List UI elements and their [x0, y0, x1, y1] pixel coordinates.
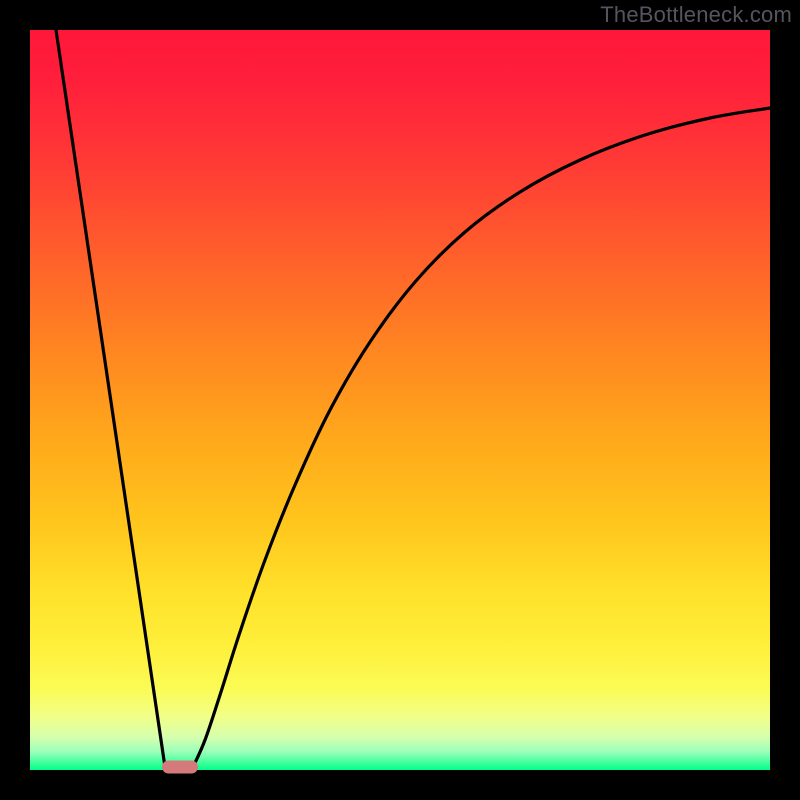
watermark-text: TheBottleneck.com	[600, 2, 792, 28]
min-marker	[162, 761, 198, 774]
plot-area	[30, 30, 770, 770]
chart-container: TheBottleneck.com	[0, 0, 800, 800]
plot-background-gradient	[30, 30, 770, 770]
